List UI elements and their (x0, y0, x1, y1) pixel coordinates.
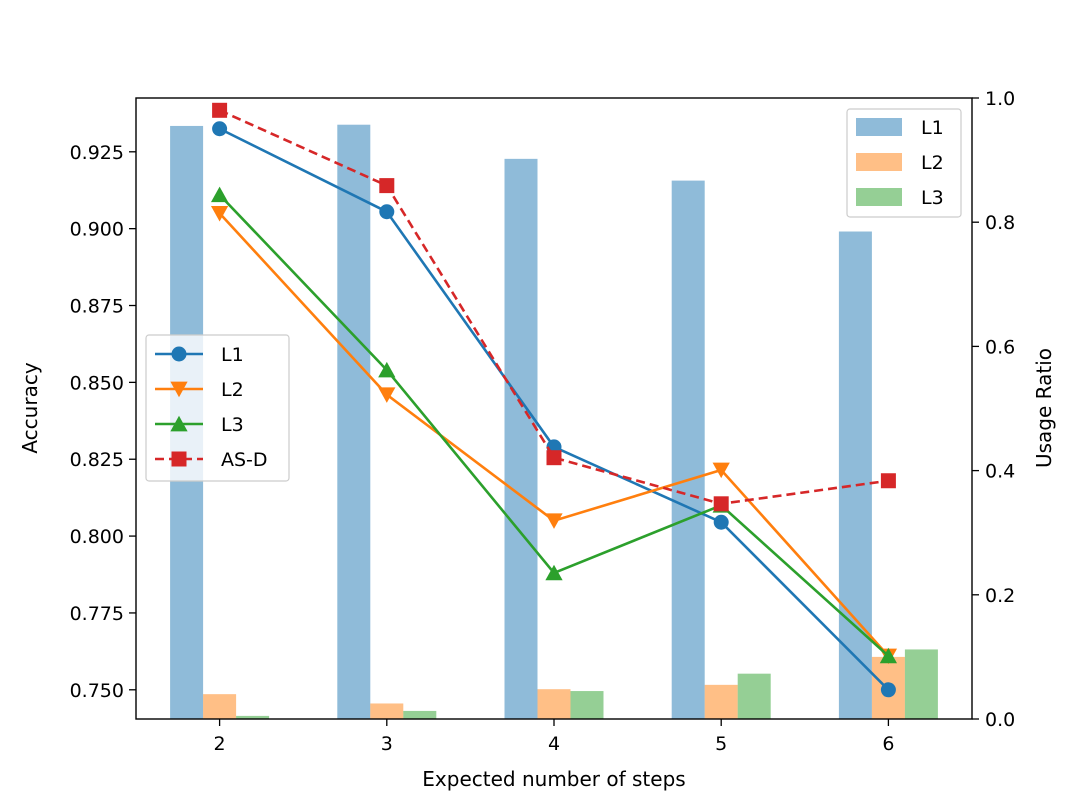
point-l3-4 (545, 564, 563, 581)
legend-label-l1: L1 (921, 117, 944, 139)
legend-line-label-as-d: AS-D (221, 449, 268, 471)
left-tick-label: 0.775 (70, 603, 124, 625)
point-as-d-2 (212, 102, 228, 118)
x-tick-label: 5 (715, 733, 727, 755)
x-tick-label: 6 (882, 733, 894, 755)
right-tick-label: 0.2 (985, 585, 1015, 607)
right-tick-label: 0.8 (985, 212, 1015, 234)
right-tick-label: 0.4 (985, 461, 1015, 483)
point-l1-3 (379, 204, 395, 220)
legend-marker-l3 (170, 415, 188, 432)
left-y-axis: 0.750 0.775 0.800 0.825 0.850 0.875 0.900 0.925 (70, 142, 136, 702)
right-tick-label: 0.6 (985, 336, 1015, 358)
legend-line-label-l2: L2 (221, 379, 244, 401)
line-l1 (219, 127, 890, 691)
left-tick-label: 0.875 (70, 296, 124, 318)
point-l1-5 (713, 514, 729, 530)
bar-l3-2 (236, 715, 270, 719)
right-y-axis: 0.0 0.2 0.4 0.6 0.8 1.0 (972, 88, 1015, 731)
bar-l2-2 (203, 694, 237, 719)
bar-l3-3 (403, 710, 437, 719)
bar-l1-3 (337, 124, 371, 719)
right-y-axis-title: Usage Ratio (1032, 348, 1056, 468)
line-as-d (219, 109, 889, 506)
legend-line-label-l3: L3 (221, 414, 244, 436)
legend-lines: L1 L2 L3 AS-D (145, 334, 290, 482)
line-layer (210, 102, 898, 698)
legend-swatch-l3 (856, 188, 902, 206)
legend-swatch-l1 (856, 118, 902, 136)
bar-l1-4 (504, 158, 538, 719)
legend-label-l2: L2 (921, 152, 944, 174)
left-tick-label: 0.825 (70, 449, 124, 471)
point-l1-2 (212, 121, 228, 137)
bar-l1-5 (671, 180, 705, 719)
bar-l2-3 (370, 703, 404, 719)
x-tick-label: 4 (548, 733, 560, 755)
bar-l3-6 (904, 649, 938, 719)
left-tick-label: 0.850 (70, 372, 124, 394)
point-as-d-3 (379, 178, 395, 194)
point-l3-6 (879, 647, 898, 664)
point-l2-3 (378, 387, 396, 403)
bar-l3-4 (570, 691, 604, 719)
legend-bars: L1 L2 L3 (846, 108, 962, 218)
legend-line-label-l1: L1 (221, 344, 244, 366)
legend-marker-as-d (171, 451, 187, 467)
left-tick-label: 0.900 (70, 219, 124, 241)
right-tick-label: 0.0 (985, 709, 1015, 731)
left-y-axis-title: Accuracy (18, 362, 42, 453)
legend-marker-l1 (171, 346, 187, 362)
point-as-d-6 (880, 473, 896, 489)
bar-layer (170, 124, 938, 719)
bar-l2-4 (537, 689, 571, 719)
left-tick-label: 0.800 (70, 526, 124, 548)
right-tick-label: 1.0 (985, 88, 1015, 110)
left-tick-label: 0.750 (70, 680, 124, 702)
x-tick-label: 3 (381, 733, 393, 755)
point-as-d-4 (546, 450, 562, 466)
point-l1-6 (880, 682, 896, 698)
line-l3 (218, 193, 890, 657)
point-l3-2 (210, 186, 229, 203)
legend-swatch-l2 (856, 153, 902, 171)
point-l2-5 (712, 462, 730, 479)
x-axis-title: Expected number of steps (422, 767, 685, 791)
left-tick-label: 0.925 (70, 142, 124, 164)
point-l2-2 (210, 205, 229, 222)
legend-marker-l2 (170, 381, 188, 398)
bar-l3-5 (737, 673, 771, 719)
x-axis: 2 3 4 5 6 (214, 719, 894, 755)
point-l3-3 (378, 361, 396, 378)
legend-lines-box (145, 334, 290, 482)
point-l2-4 (545, 513, 563, 529)
point-as-d-5 (713, 496, 729, 512)
x-tick-label: 2 (214, 733, 226, 755)
legend-label-l3: L3 (921, 187, 944, 209)
bar-l2-5 (704, 684, 738, 719)
